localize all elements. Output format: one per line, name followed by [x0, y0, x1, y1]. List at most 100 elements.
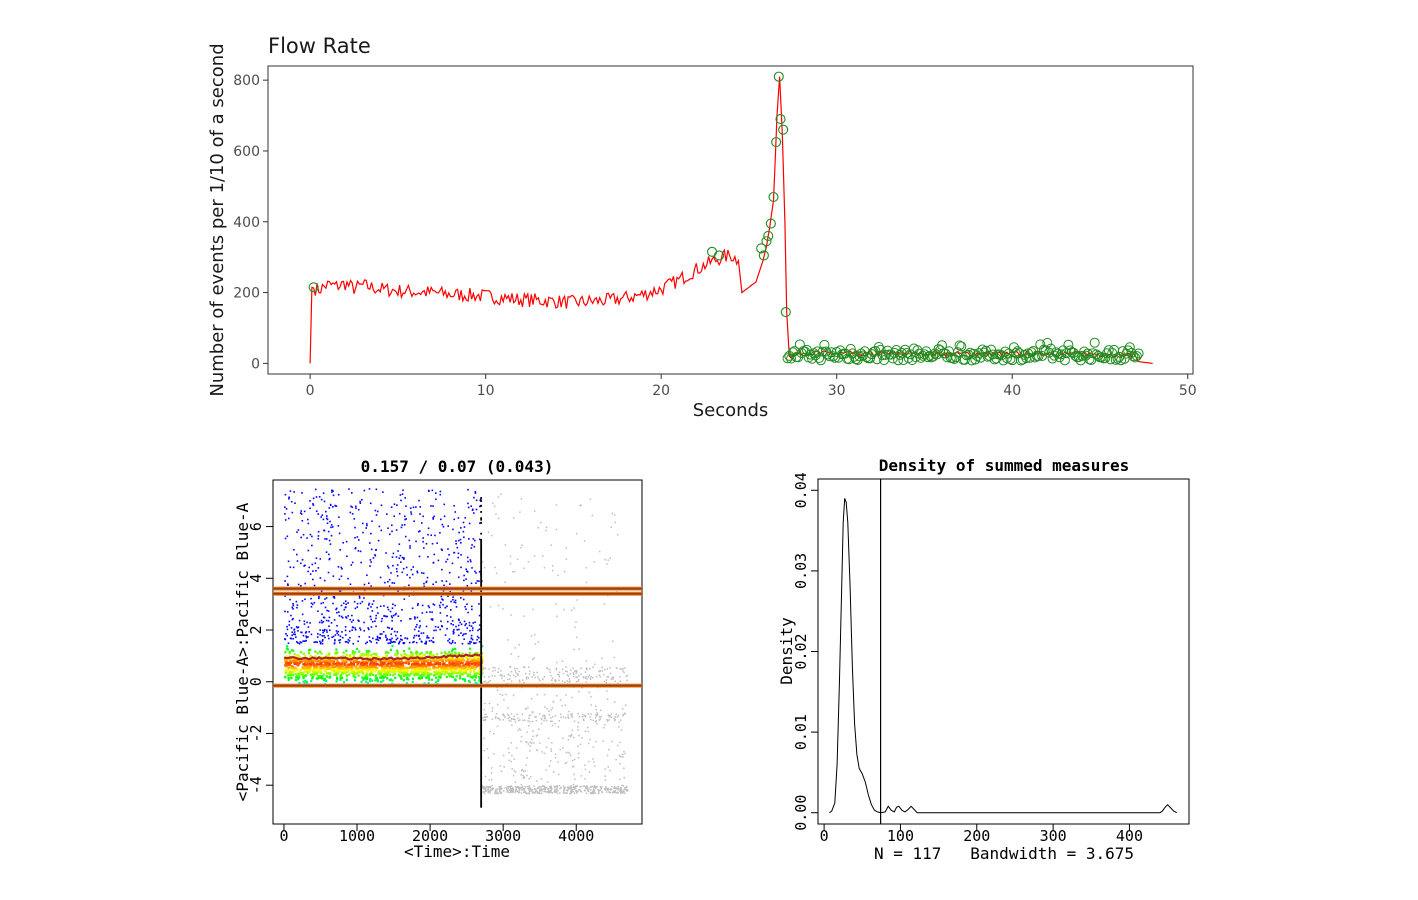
event-point — [314, 655, 317, 658]
event-point — [471, 660, 474, 663]
event-point — [408, 647, 411, 650]
cutoff-point — [480, 728, 483, 731]
removed-event-point — [507, 791, 509, 793]
removed-event-point — [604, 788, 606, 791]
event-point — [371, 664, 374, 667]
event-point — [448, 675, 451, 678]
removed-event-point — [616, 534, 619, 536]
event-point — [357, 640, 359, 643]
event-point — [450, 660, 453, 663]
cutoff-point — [480, 576, 483, 579]
removed-event-point — [517, 786, 519, 788]
event-point — [428, 654, 432, 657]
event-point — [354, 651, 357, 654]
event-point — [294, 672, 297, 676]
event-point — [419, 506, 422, 508]
event-point — [457, 624, 460, 627]
removed-event-point — [563, 785, 565, 788]
removed-event-point — [524, 770, 526, 772]
removed-event-point — [547, 737, 550, 740]
event-point — [340, 675, 343, 678]
removed-event-point — [508, 719, 510, 722]
removed-event-point — [538, 792, 541, 795]
removed-event-point — [613, 786, 616, 788]
removed-event-point — [607, 766, 609, 768]
event-point — [459, 621, 461, 624]
event-point — [382, 679, 385, 682]
event-point — [312, 570, 314, 572]
event-point — [417, 667, 420, 670]
event-point — [422, 537, 424, 539]
event-point — [392, 674, 395, 677]
x-tick-label: 2000 — [412, 827, 448, 845]
flagged-point — [763, 230, 774, 241]
event-point — [389, 533, 391, 536]
event-point — [391, 582, 394, 584]
removed-event-point — [545, 529, 547, 532]
event-point — [442, 658, 445, 662]
event-point — [436, 653, 439, 656]
removed-event-point — [548, 710, 550, 712]
event-point — [300, 510, 303, 512]
event-point — [364, 665, 367, 669]
removed-event-point — [619, 790, 621, 792]
event-point — [315, 557, 318, 560]
event-point — [385, 670, 389, 673]
removed-event-point — [569, 785, 571, 788]
event-point — [348, 488, 350, 490]
event-point — [344, 600, 347, 602]
event-point — [307, 636, 309, 638]
removed-event-point — [529, 787, 531, 790]
event-point — [446, 653, 449, 656]
event-point — [445, 659, 448, 662]
flagged-point — [1089, 337, 1100, 348]
event-point — [321, 675, 324, 678]
removed-event-point — [557, 574, 559, 577]
event-point — [357, 508, 360, 511]
event-point — [309, 673, 313, 677]
event-point — [433, 654, 436, 657]
event-point — [358, 665, 362, 668]
removed-event-point — [582, 676, 585, 678]
event-point — [414, 668, 417, 671]
event-point — [406, 637, 408, 640]
cutoff-point — [480, 759, 483, 762]
event-point — [393, 669, 396, 673]
time-scatter-title: 0.157 / 0.07 (0.043) — [361, 457, 554, 476]
event-point — [415, 540, 417, 543]
event-point — [453, 631, 455, 634]
removed-event-point — [573, 788, 576, 790]
y-tick-label: 0.03 — [792, 553, 810, 589]
event-point — [474, 491, 477, 493]
event-point — [314, 488, 317, 491]
event-point — [389, 642, 391, 644]
event-point — [385, 615, 387, 618]
event-point — [295, 636, 297, 638]
event-point — [470, 582, 473, 585]
event-point — [422, 666, 425, 669]
removed-event-point — [625, 704, 627, 707]
event-point — [417, 673, 420, 676]
event-point — [478, 571, 481, 573]
x-tick-label: 40 — [1003, 383, 1021, 399]
event-point — [295, 661, 299, 665]
event-point — [376, 635, 379, 638]
event-point — [386, 606, 389, 609]
event-point — [427, 671, 430, 674]
flow-rate-x-label: Seconds — [693, 400, 769, 421]
event-point — [286, 611, 289, 613]
removed-event-point — [501, 694, 504, 697]
event-point — [289, 637, 292, 640]
event-point — [365, 664, 368, 667]
removed-event-point — [595, 708, 597, 711]
event-point — [461, 642, 464, 645]
event-point — [329, 660, 332, 663]
event-point — [327, 659, 330, 662]
event-point — [466, 627, 469, 629]
removed-event-point — [484, 702, 486, 705]
removed-event-point — [513, 769, 516, 772]
event-point — [303, 620, 306, 623]
cutoff-point — [480, 801, 483, 804]
removed-event-point — [537, 791, 539, 794]
cutoff-point — [480, 718, 483, 721]
